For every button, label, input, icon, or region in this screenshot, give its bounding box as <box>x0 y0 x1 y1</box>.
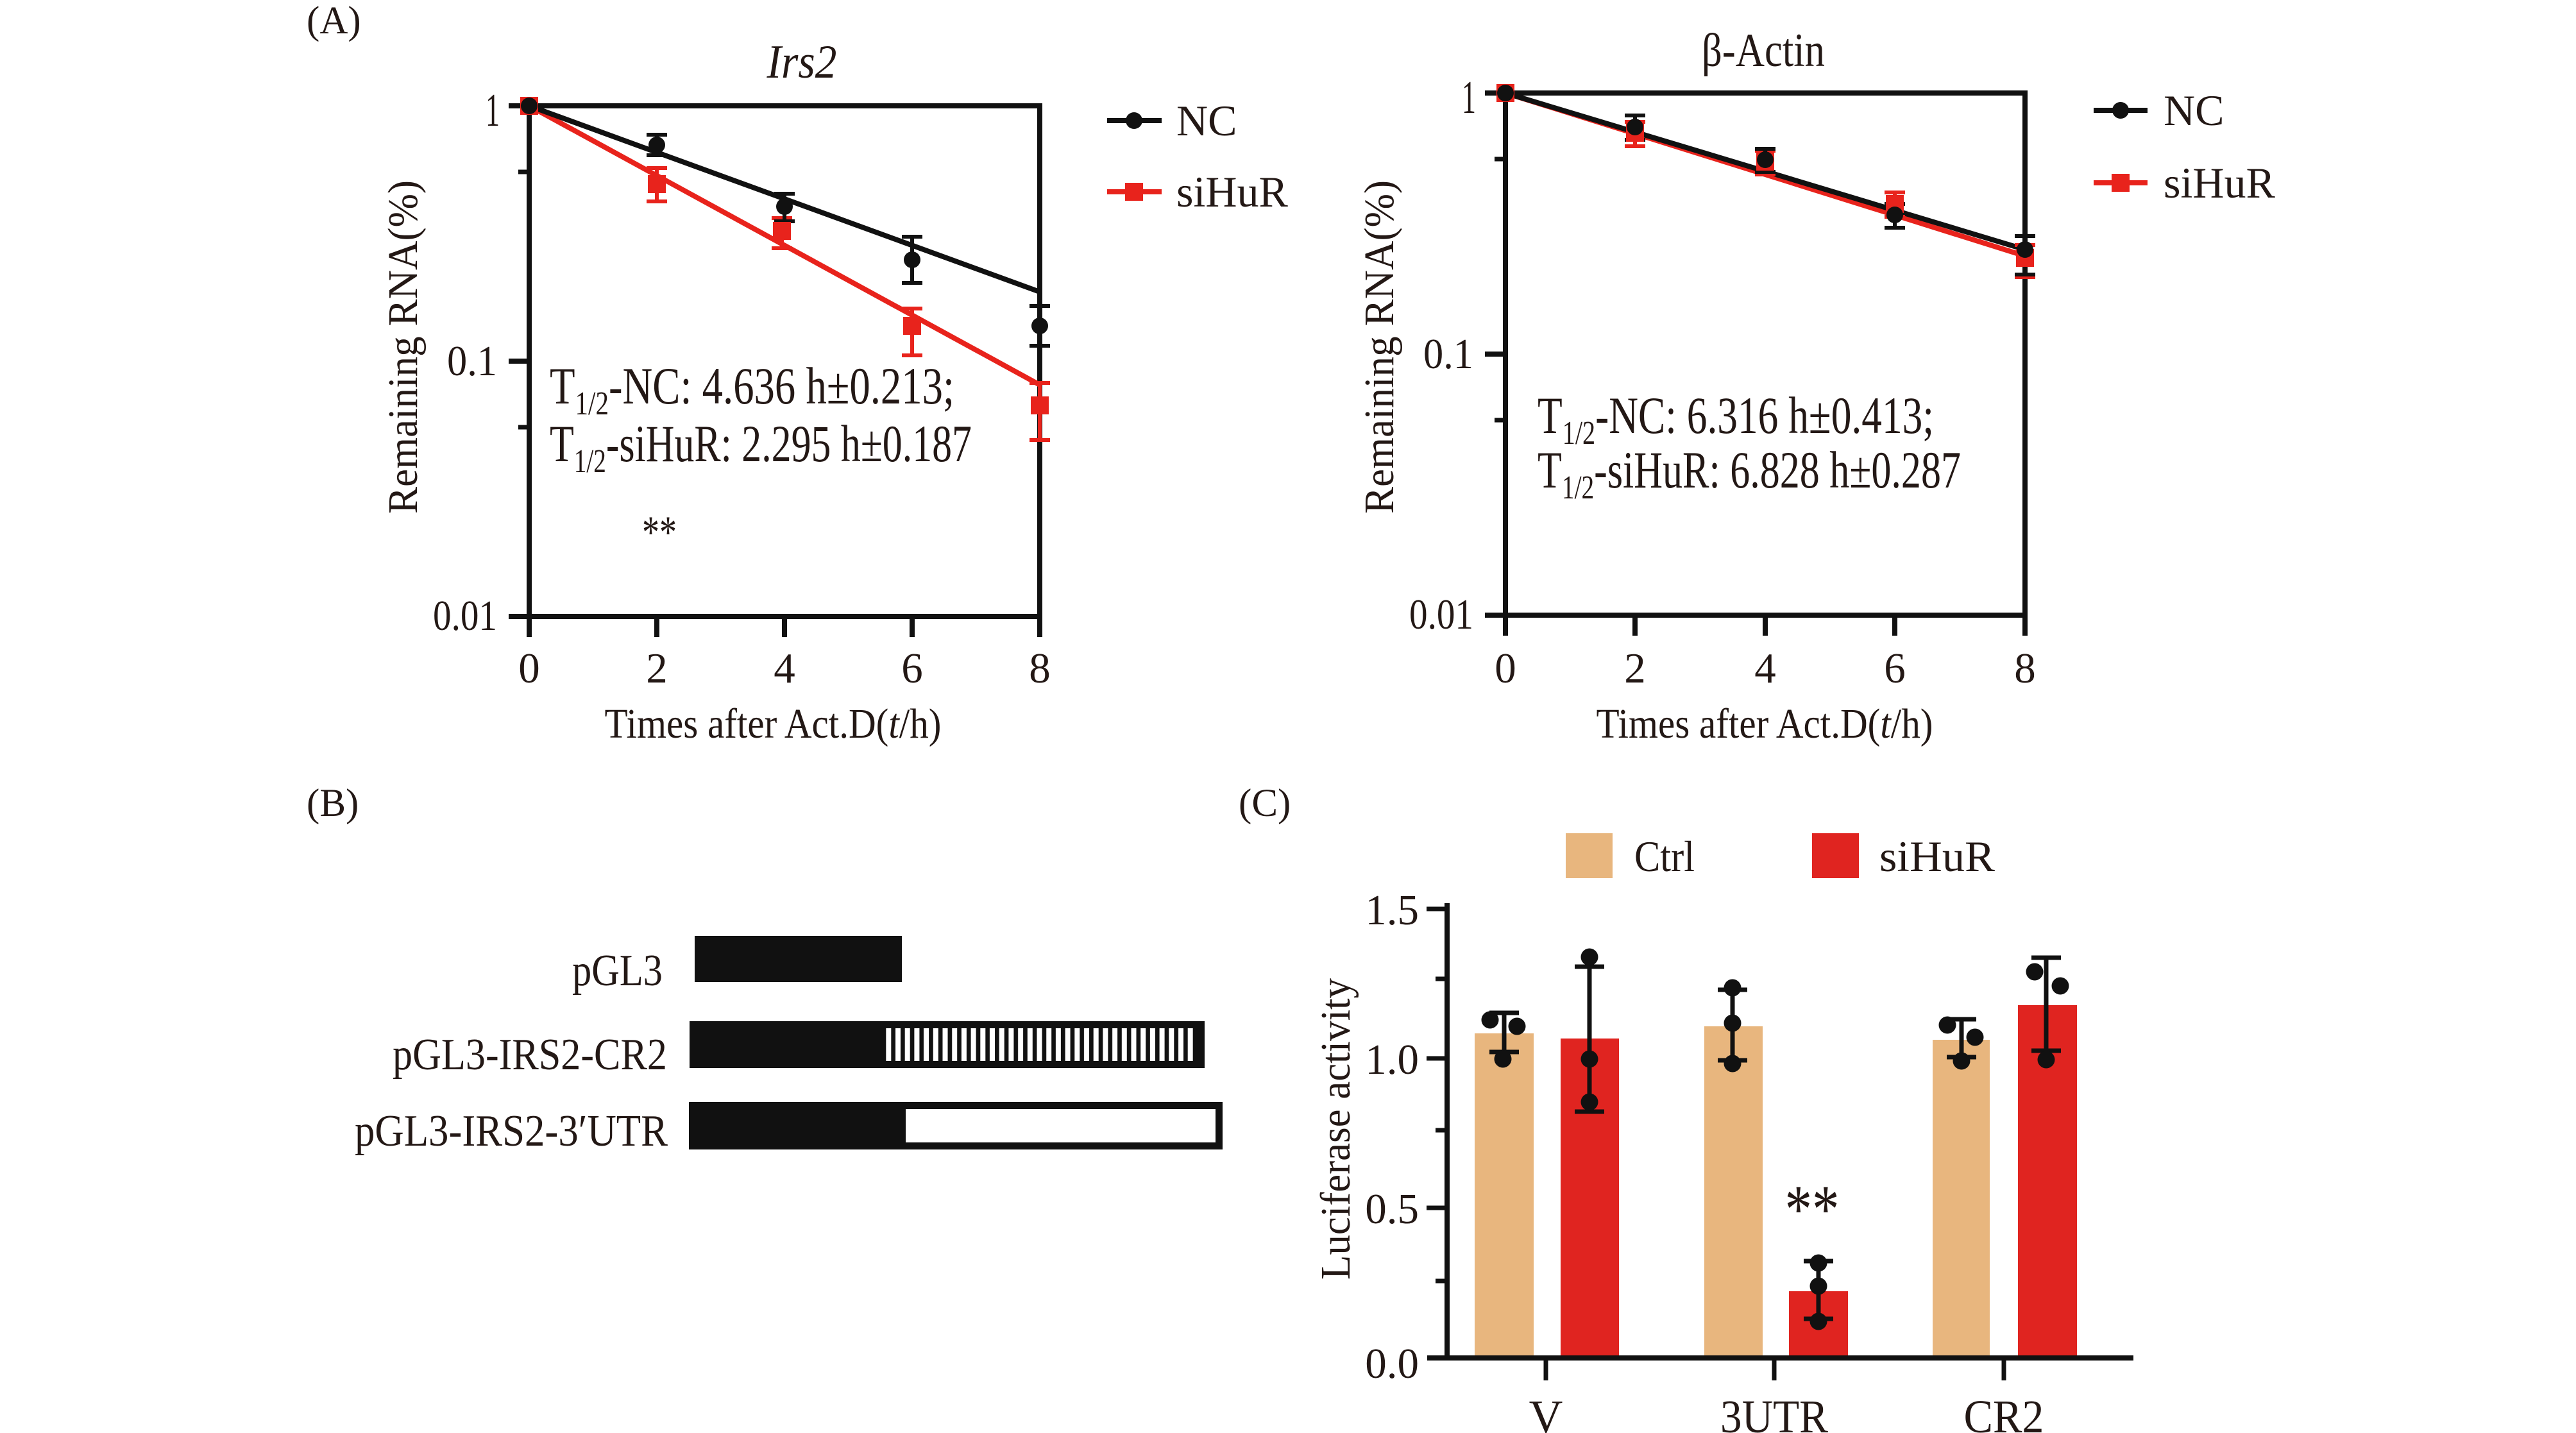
svg-text:T1/2-siHuR: 2.295 h±0.187: T1/2-siHuR: 2.295 h±0.187 <box>550 414 972 480</box>
svg-text:Irs2: Irs2 <box>767 36 837 89</box>
svg-text:4: 4 <box>774 645 795 692</box>
svg-text:8: 8 <box>1029 645 1051 692</box>
svg-text:0.01: 0.01 <box>433 592 497 640</box>
svg-text:1.0: 1.0 <box>1365 1036 1419 1083</box>
svg-text:3UTR: 3UTR <box>1720 1391 1828 1433</box>
svg-text:1: 1 <box>486 84 500 136</box>
svg-text:4: 4 <box>1754 645 1776 692</box>
svg-text:2: 2 <box>1624 645 1646 692</box>
svg-text:β-Actin: β-Actin <box>1702 24 1825 77</box>
svg-text:0.01: 0.01 <box>1409 591 1473 638</box>
svg-text:1: 1 <box>1462 71 1476 123</box>
svg-text:siHuR: siHuR <box>1879 832 1996 881</box>
svg-text:pGL3-IRS2-3′UTR: pGL3-IRS2-3′UTR <box>355 1107 668 1156</box>
svg-text:CR2: CR2 <box>1964 1391 2044 1433</box>
svg-text:2: 2 <box>646 645 668 692</box>
svg-text:T1/2-siHuR: 6.828 h±0.287: T1/2-siHuR: 6.828 h±0.287 <box>1538 441 1961 506</box>
svg-text:0.5: 0.5 <box>1365 1185 1419 1233</box>
svg-text:V: V <box>1529 1391 1563 1433</box>
svg-text:(A): (A) <box>307 0 361 42</box>
svg-text:1.5: 1.5 <box>1365 886 1419 934</box>
svg-text:(B): (B) <box>307 782 359 825</box>
svg-text:Times after Act.D(t/h): Times after Act.D(t/h) <box>605 700 942 747</box>
svg-text:6: 6 <box>1884 645 1906 692</box>
svg-text:NC: NC <box>2164 86 2224 135</box>
svg-text:6: 6 <box>901 645 923 692</box>
svg-text:0.1: 0.1 <box>447 337 497 385</box>
svg-text:pGL3: pGL3 <box>572 946 663 996</box>
svg-text:pGL3-IRS2-CR2: pGL3-IRS2-CR2 <box>393 1030 667 1080</box>
svg-text:**: ** <box>1785 1172 1840 1248</box>
svg-text:Luciferase activity: Luciferase activity <box>1312 978 1359 1280</box>
svg-text:Ctrl: Ctrl <box>1634 832 1695 881</box>
svg-text:(C): (C) <box>1239 782 1291 825</box>
svg-text:T1/2-NC: 6.316 h±0.413;: T1/2-NC: 6.316 h±0.413; <box>1538 386 1934 452</box>
svg-text:T1/2-NC: 4.636 h±0.213;: T1/2-NC: 4.636 h±0.213; <box>550 357 954 422</box>
svg-text:Times after Act.D(t/h): Times after Act.D(t/h) <box>1597 700 1933 747</box>
svg-text:0.1: 0.1 <box>1423 330 1473 378</box>
svg-text:0: 0 <box>518 645 540 692</box>
svg-text:0.0: 0.0 <box>1365 1340 1419 1387</box>
svg-text:**: ** <box>642 507 677 558</box>
svg-text:siHuR: siHuR <box>2164 158 2275 207</box>
svg-text:NC: NC <box>1176 96 1237 145</box>
svg-text:Remaining RNA(%): Remaining RNA(%) <box>380 180 427 514</box>
svg-text:8: 8 <box>2014 645 2036 692</box>
svg-text:0: 0 <box>1495 645 1516 692</box>
svg-text:siHuR: siHuR <box>1176 167 1288 216</box>
svg-text:Remaining RNA(%): Remaining RNA(%) <box>1356 180 1403 514</box>
